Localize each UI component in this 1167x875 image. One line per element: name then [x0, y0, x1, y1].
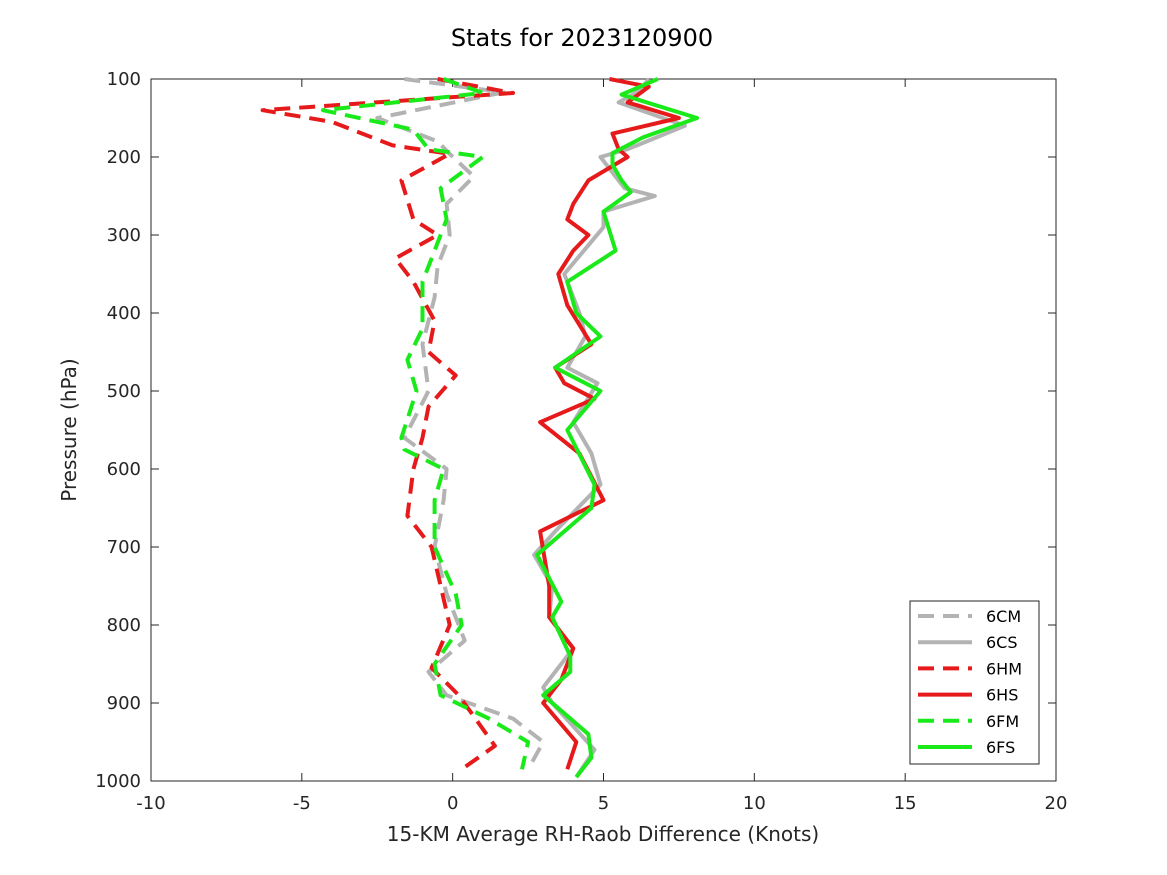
legend-box [909, 600, 1040, 765]
x-tick-label: -5 [293, 793, 311, 814]
y-axis-title: Pressure (hPa) [57, 358, 81, 501]
x-tick-label: 5 [598, 793, 609, 814]
y-tick-label: 400 [107, 303, 141, 324]
x-axis-title: 15-KM Average RH-Raob Difference (Knots) [387, 822, 819, 846]
legend-label-6fs: 6FS [986, 738, 1015, 757]
series-line-6fs [535, 77, 699, 779]
chart-title: Stats for 2023120900 [451, 24, 713, 52]
series-layer [260, 77, 699, 779]
legend: 6CM 6CS 6HM 6HS 6FM 6FS [909, 600, 1040, 765]
x-tick-label: 0 [447, 793, 458, 814]
y-tick-label: 700 [107, 537, 141, 558]
y-tick-label: 100 [107, 69, 141, 90]
legend-label-6hm: 6HM [986, 659, 1022, 678]
legend-label-6cs: 6CS [986, 633, 1018, 652]
x-tick-label: 10 [743, 793, 766, 814]
y-tick-label: 1000 [95, 771, 141, 792]
x-tick-label: -10 [136, 793, 165, 814]
x-tick-label: 20 [1045, 793, 1068, 814]
series-line-6fm [320, 77, 531, 770]
legend-label-6cm: 6CM [986, 607, 1021, 626]
x-tick-label: 15 [894, 793, 917, 814]
y-tick-label: 500 [107, 381, 141, 402]
y-tick-label: 600 [107, 459, 141, 480]
series-line-6hm [260, 77, 515, 771]
plot-area [150, 78, 1057, 782]
legend-label-6fm: 6FM [986, 712, 1019, 731]
y-tick-label: 800 [107, 615, 141, 636]
plot-frame [150, 78, 1057, 782]
tick-layer: -10 -5 0 5 10 15 20 100 200 300 400 500 600 700 800 900… [95, 69, 1067, 814]
y-tick-label: 300 [107, 225, 141, 246]
y-tick-label: 900 [107, 693, 141, 714]
y-tick-label: 200 [107, 147, 141, 168]
legend-label-6hs: 6HS [986, 686, 1018, 705]
